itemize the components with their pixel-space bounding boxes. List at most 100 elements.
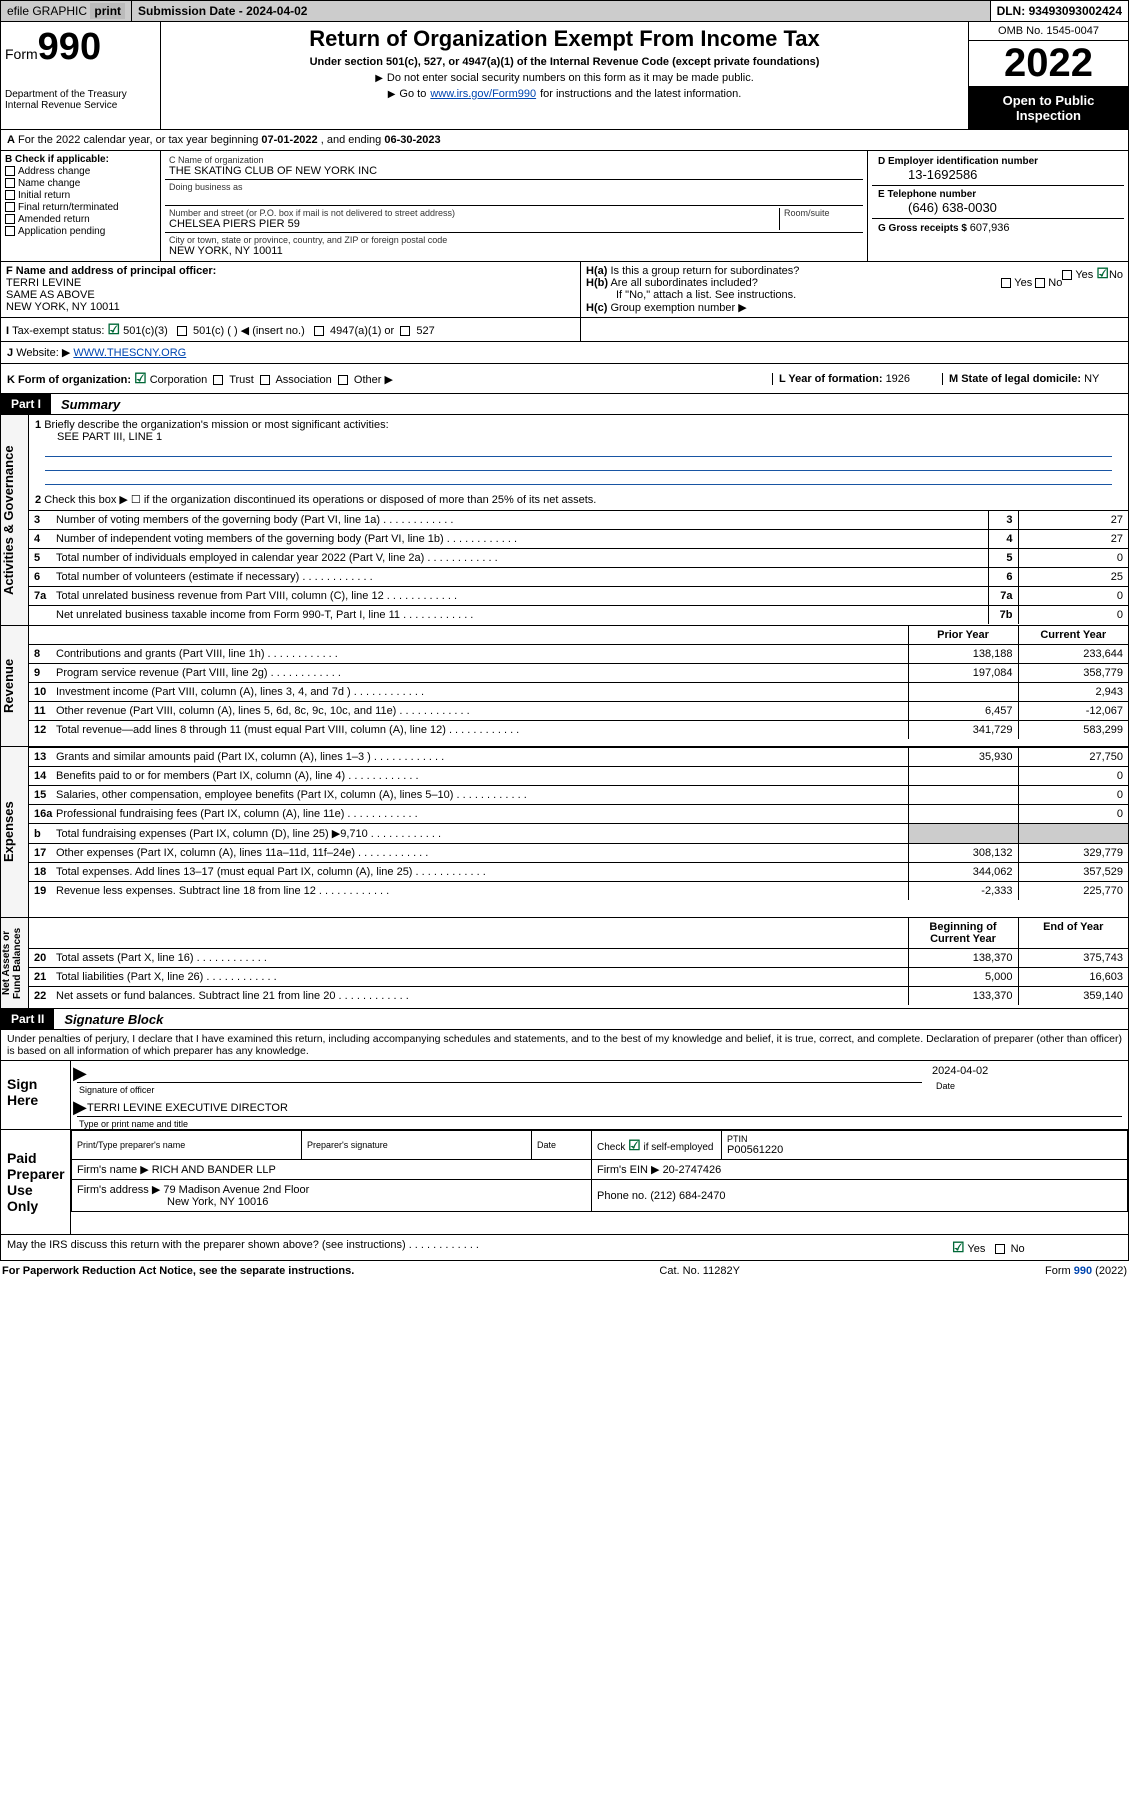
firm-name: RICH AND BANDER LLP: [152, 1164, 276, 1176]
print-link[interactable]: print: [90, 3, 125, 19]
page-footer: For Paperwork Reduction Act Notice, see …: [0, 1261, 1129, 1281]
paid-preparer-label: Paid Preparer Use Only: [1, 1130, 71, 1234]
ha-no-check: ☑: [1096, 265, 1109, 281]
firm-ein: 20-2747426: [663, 1164, 722, 1176]
website-link[interactable]: WWW.THESCNY.ORG: [73, 347, 186, 359]
sig-date: 2024-04-02: [928, 1061, 1128, 1081]
sign-block: Sign Here ▶ Signature of officer 2024-04…: [0, 1061, 1129, 1130]
cb-address-change[interactable]: Address change: [5, 166, 156, 177]
note-ssn: ▶Do not enter social security numbers on…: [169, 72, 960, 84]
q1-answer: SEE PART III, LINE 1: [35, 431, 162, 443]
cb-initial-return[interactable]: Initial return: [5, 190, 156, 201]
expenses-table: 13Grants and similar amounts paid (Part …: [29, 747, 1128, 900]
block-klm: K Form of organization: ☑ Corporation Tr…: [0, 364, 1129, 394]
table-row: 11Other revenue (Part VIII, column (A), …: [29, 702, 1128, 721]
block-i: I Tax-exempt status: ☑ 501(c)(3) 501(c) …: [0, 318, 1129, 342]
block-deg: D Employer identification number 13-1692…: [868, 151, 1128, 261]
table-row: 14Benefits paid to or for members (Part …: [29, 767, 1128, 786]
part2-tag: Part II: [1, 1009, 54, 1029]
ptin-val: P00561220: [727, 1144, 1122, 1156]
officer-name-title: TERRI LEVINE EXECUTIVE DIRECTOR: [87, 1102, 288, 1114]
part1-tag: Part I: [1, 394, 51, 414]
form-ref: Form 990 (2022): [1045, 1265, 1127, 1277]
name-title-label: Type or print name and title: [71, 1119, 1128, 1129]
blocks-bcdeg: B Check if applicable: Address change Na…: [0, 151, 1129, 262]
section-netassets: Net Assets or Fund Balances Beginning of…: [0, 918, 1129, 1009]
prep-date-label: Date: [537, 1140, 586, 1150]
part1-header: Part I Summary: [0, 394, 1129, 415]
ha-label: Is this a group return for subordinates?: [610, 265, 799, 277]
section-expenses: Expenses 13Grants and similar amounts pa…: [0, 747, 1129, 918]
i-501c3-check: ☑: [108, 321, 121, 337]
tel-label: E Telephone number: [878, 189, 1118, 200]
city-label: City or town, state or province, country…: [169, 235, 859, 245]
omb-no: OMB No. 1545-0047: [969, 22, 1128, 41]
sidebar-activities: Activities & Governance: [1, 415, 16, 625]
section-activities: Activities & Governance 1 Briefly descri…: [0, 415, 1129, 626]
part2-header: Part II Signature Block: [0, 1009, 1129, 1030]
cb-app-pending[interactable]: Application pending: [5, 226, 156, 237]
ein-val: 13-1692586: [878, 167, 1118, 182]
c-label: C Name of organization: [169, 155, 859, 165]
block-j: J Website: ▶ WWW.THESCNY.ORG: [0, 342, 1129, 364]
table-row: 8Contributions and grants (Part VIII, li…: [29, 645, 1128, 664]
preparer-block: Paid Preparer Use Only Print/Type prepar…: [0, 1130, 1129, 1235]
form-title: Return of Organization Exempt From Incom…: [169, 26, 960, 52]
section-revenue: Revenue Prior YearCurrent Year 8Contribu…: [0, 626, 1129, 747]
table-row: 10Investment income (Part VIII, column (…: [29, 683, 1128, 702]
table-row: 9Program service revenue (Part VIII, lin…: [29, 664, 1128, 683]
blocks-fh: F Name and address of principal officer:…: [0, 262, 1129, 318]
street-label: Number and street (or P.O. box if mail i…: [169, 208, 779, 218]
irs-link[interactable]: www.irs.gov/Form990: [430, 88, 536, 100]
block-c: C Name of organization THE SKATING CLUB …: [161, 151, 868, 261]
discuss-row: May the IRS discuss this return with the…: [0, 1235, 1129, 1261]
block-f: F Name and address of principal officer:…: [1, 262, 581, 317]
gross-val: 607,936: [970, 222, 1010, 234]
submission-date: Submission Date - 2024-04-02: [132, 1, 991, 21]
table-row: 16aProfessional fundraising fees (Part I…: [29, 805, 1128, 824]
officer-addr2: NEW YORK, NY 10011: [6, 301, 120, 313]
table-row: 17Other expenses (Part IX, column (A), l…: [29, 844, 1128, 863]
open-public: Open to Public Inspection: [969, 87, 1128, 129]
cb-name-change[interactable]: Name change: [5, 178, 156, 189]
city-val: NEW YORK, NY 10011: [169, 245, 859, 257]
sidebar-expenses: Expenses: [1, 747, 16, 917]
firm-phone: (212) 684-2470: [650, 1190, 725, 1202]
note-link: ▶Go to www.irs.gov/Form990 for instructi…: [169, 88, 960, 100]
governance-table: 3Number of voting members of the governi…: [29, 510, 1128, 624]
sign-here-label: Sign Here: [1, 1061, 71, 1129]
table-row: 21Total liabilities (Part X, line 26) 5,…: [29, 968, 1128, 987]
table-row: 22Net assets or fund balances. Subtract …: [29, 987, 1128, 1006]
self-emp-check[interactable]: Check ☑ if self-employed: [597, 1142, 714, 1153]
form-header: Form990 Department of the Treasury Inter…: [0, 22, 1129, 130]
block-b: B Check if applicable: Address change Na…: [1, 151, 161, 261]
discuss-yes-check: ☑: [952, 1239, 965, 1255]
preparer-table: Print/Type preparer's name Preparer's si…: [71, 1130, 1128, 1212]
table-row: 15Salaries, other compensation, employee…: [29, 786, 1128, 805]
k-corp-check: ☑: [134, 370, 147, 386]
hb-label: Are all subordinates included?: [610, 277, 757, 289]
cb-final-return[interactable]: Final return/terminated: [5, 202, 156, 213]
treasury-dept: Department of the Treasury Internal Reve…: [5, 89, 156, 111]
table-row: 18Total expenses. Add lines 13–17 (must …: [29, 863, 1128, 882]
form-number: Form990: [5, 26, 156, 69]
officer-name: TERRI LEVINE: [6, 277, 81, 289]
prep-sig-label: Preparer's signature: [307, 1140, 526, 1150]
gross-label: G Gross receipts $: [878, 223, 970, 234]
prep-name-label: Print/Type preparer's name: [77, 1140, 296, 1150]
q1-text: Briefly describe the organization's miss…: [44, 419, 388, 431]
org-name: THE SKATING CLUB OF NEW YORK INC: [169, 165, 859, 177]
pra-notice: For Paperwork Reduction Act Notice, see …: [2, 1265, 354, 1277]
part1-title: Summary: [51, 397, 120, 412]
b-header: B Check if applicable:: [5, 154, 156, 165]
f-label: F Name and address of principal officer:: [6, 265, 216, 277]
tax-year: 2022: [969, 41, 1128, 87]
officer-addr1: SAME AS ABOVE: [6, 289, 95, 301]
netassets-table: Beginning of Current YearEnd of Year 20T…: [29, 918, 1128, 1005]
part2-title: Signature Block: [54, 1012, 163, 1027]
table-row: 13Grants and similar amounts paid (Part …: [29, 748, 1128, 767]
tel-val: (646) 638-0030: [878, 200, 1118, 215]
revenue-table: Prior YearCurrent Year 8Contributions an…: [29, 626, 1128, 739]
cb-amended[interactable]: Amended return: [5, 214, 156, 225]
efile-button[interactable]: efile GRAPHIC print: [1, 1, 132, 21]
